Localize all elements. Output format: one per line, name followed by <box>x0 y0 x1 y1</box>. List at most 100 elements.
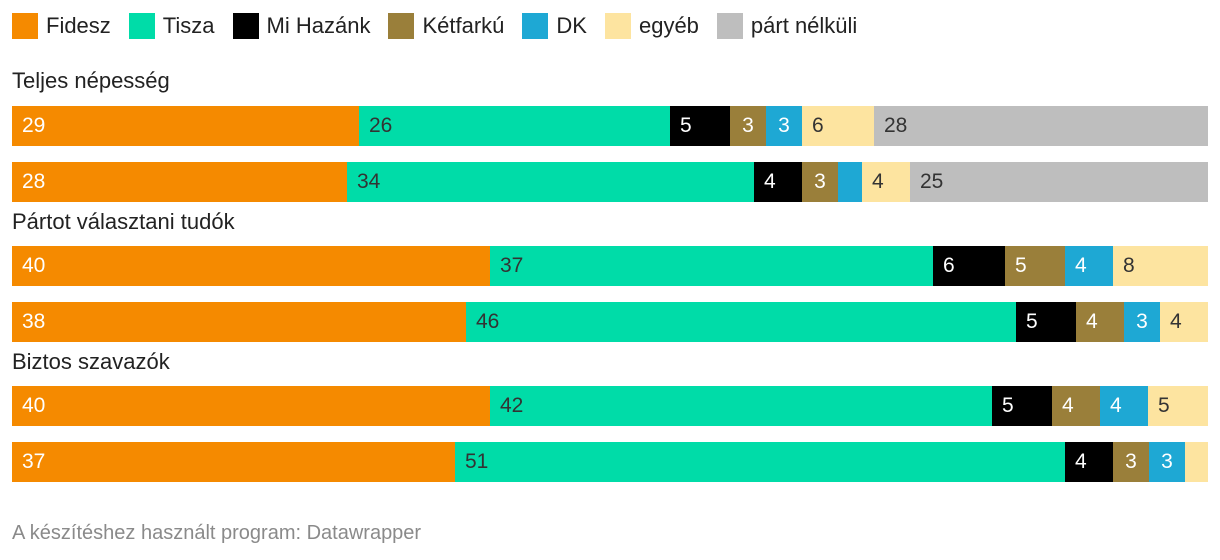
bar-segment: 4 <box>862 162 910 202</box>
group-title: Biztos szavazók <box>12 349 170 374</box>
bar-segment: 28 <box>874 106 1208 146</box>
legend-item-5: DK <box>522 13 587 39</box>
legend-swatch <box>128 13 155 39</box>
group-title: Pártot választani tudók <box>12 209 235 234</box>
legend-label: párt nélküli <box>750 13 858 38</box>
bar-segment: 42 <box>490 386 992 426</box>
data-label: 6 <box>943 254 955 277</box>
bar-segment: 40 <box>12 246 490 286</box>
group-title: Teljes népesség <box>12 68 170 93</box>
data-label: 5 <box>680 114 692 137</box>
bar-segment: 4 <box>1076 302 1124 342</box>
bar-segment: 4 <box>1065 246 1113 286</box>
data-label: 37 <box>22 450 46 473</box>
data-label: 40 <box>22 254 46 277</box>
bar-segment: 6 <box>802 106 874 146</box>
data-label: 4 <box>1062 394 1074 417</box>
data-label: 3 <box>778 114 790 137</box>
bar-segment: 4 <box>1065 442 1113 482</box>
legend-item-2: Tisza <box>128 13 215 39</box>
legend-label: Mi Hazánk <box>266 13 371 38</box>
stacked-bar: 37 51 4 3 3 <box>12 442 1208 482</box>
data-label: 25 <box>920 170 944 193</box>
legend-item-7: párt nélküli <box>716 13 858 39</box>
data-label: 6 <box>812 114 824 137</box>
data-label: 5 <box>1158 394 1170 417</box>
data-label: 28 <box>22 170 46 193</box>
bar-segment: 29 <box>12 106 359 146</box>
bar-segment: 40 <box>12 386 490 426</box>
data-label: 3 <box>1161 450 1173 473</box>
data-label: 5 <box>1015 254 1027 277</box>
data-label: 42 <box>500 394 524 417</box>
bar-segment: 28 <box>12 162 347 202</box>
data-label: 4 <box>1075 450 1087 473</box>
legend-label: DK <box>556 13 587 38</box>
legend-swatch <box>604 13 631 39</box>
data-label: 4 <box>1110 394 1122 417</box>
bar-segment: 51 <box>455 442 1065 482</box>
data-label: 29 <box>22 114 46 137</box>
bar-segment: 3 <box>1113 442 1149 482</box>
legend: Fidesz Tisza Mi Hazánk Kétfarkú DK egyéb párt … <box>12 10 875 42</box>
stacked-bar: 38 46 5 4 3 4 <box>12 302 1208 342</box>
bar-segment: 5 <box>992 386 1052 426</box>
bar-segment: 4 <box>1052 386 1100 426</box>
data-label: 4 <box>1075 254 1087 277</box>
data-label: 28 <box>884 114 908 137</box>
bar-segment: 5 <box>1005 246 1065 286</box>
stacked-bar: 29 26 5 3 3 6 28 <box>12 106 1208 146</box>
data-label: 34 <box>357 170 381 193</box>
bar-segment: 38 <box>12 302 466 342</box>
bar-segment: 34 <box>347 162 754 202</box>
bar-segment: 5 <box>670 106 730 146</box>
legend-label: egyéb <box>638 13 699 38</box>
stacked-bar: 28 34 4 3 4 25 <box>12 162 1208 202</box>
stacked-bar: 40 42 5 4 4 5 <box>12 386 1208 426</box>
bar-segment: 6 <box>933 246 1005 286</box>
data-label: 38 <box>22 310 46 333</box>
legend-label: Tisza <box>162 13 215 38</box>
stacked-bar-chart: Teljes népesség 29 26 5 3 3 6 28 28 34 4 3 4 25 Pártot… <box>12 68 1208 482</box>
data-label: 4 <box>764 170 776 193</box>
bar-segment <box>838 162 862 202</box>
data-label: 3 <box>814 170 826 193</box>
data-label: 4 <box>1170 310 1182 333</box>
data-label: 51 <box>465 450 489 473</box>
legend-swatch <box>12 13 38 39</box>
legend-swatch <box>232 13 259 39</box>
legend-label: Fidesz <box>46 13 111 38</box>
bar-segment <box>1185 442 1208 482</box>
bar-segment: 37 <box>12 442 455 482</box>
bar-segment: 8 <box>1113 246 1208 286</box>
bar-segment: 3 <box>766 106 802 146</box>
stacked-bar: 40 37 6 5 4 8 <box>12 246 1208 286</box>
legend-swatch <box>522 13 549 39</box>
data-label: 8 <box>1123 254 1135 277</box>
data-label: 26 <box>369 114 393 137</box>
data-label: 3 <box>1136 310 1148 333</box>
bar-segment: 3 <box>1124 302 1160 342</box>
legend-item-6: egyéb <box>604 13 699 39</box>
data-label: 3 <box>1125 450 1137 473</box>
bar-segment: 25 <box>910 162 1208 202</box>
data-label: 4 <box>872 170 884 193</box>
bar-segment: 4 <box>1160 302 1208 342</box>
data-label: 5 <box>1002 394 1014 417</box>
data-label: 46 <box>476 310 500 333</box>
bar-segment: 3 <box>1149 442 1185 482</box>
legend-item-1: Fidesz <box>12 13 111 39</box>
legend-item-4: Kétfarkú <box>388 13 504 39</box>
data-label: 37 <box>500 254 524 277</box>
bar-segment: 46 <box>466 302 1016 342</box>
bar-segment: 3 <box>730 106 766 146</box>
data-label: 5 <box>1026 310 1038 333</box>
data-label: 3 <box>742 114 754 137</box>
data-label: 4 <box>1086 310 1098 333</box>
bar-segment: 5 <box>1148 386 1208 426</box>
bar-segment: 3 <box>802 162 838 202</box>
bar-segment: 37 <box>490 246 933 286</box>
bar-segment: 4 <box>1100 386 1148 426</box>
bar-segment: 4 <box>754 162 802 202</box>
bar-segment: 26 <box>359 106 670 146</box>
